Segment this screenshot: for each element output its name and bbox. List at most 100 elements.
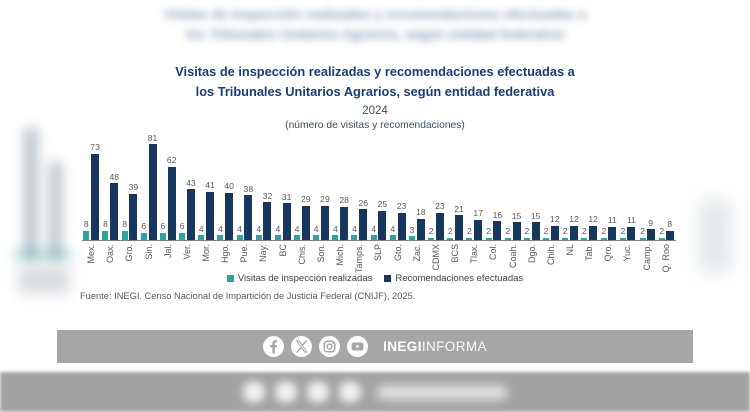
ghost-labels-blur bbox=[18, 266, 70, 294]
value-label: 43 bbox=[186, 177, 196, 188]
bar-wrap: 2 bbox=[485, 226, 492, 240]
x-axis-tick: Dgo. bbox=[523, 241, 542, 293]
x-axis-tick-label: Hgo. bbox=[220, 244, 231, 264]
source-note: Fuente: INEGI. Censo Nacional de Imparti… bbox=[80, 291, 416, 301]
bar-wrap: 2 bbox=[504, 227, 511, 240]
facebook-icon[interactable] bbox=[263, 336, 285, 357]
bar-wrap: 43 bbox=[186, 179, 196, 240]
value-label: 17 bbox=[473, 208, 483, 219]
ghost-icon-blur bbox=[275, 381, 297, 403]
instagram-icon[interactable] bbox=[319, 336, 341, 357]
bar-wrap: 4 bbox=[370, 225, 377, 240]
bar-recomendaciones bbox=[550, 225, 559, 240]
bar-recomendaciones bbox=[608, 227, 617, 240]
bar-visitas bbox=[658, 237, 665, 240]
x-axis-tick-label: Mex. bbox=[86, 244, 97, 264]
bar-recomendaciones bbox=[359, 209, 368, 240]
bar-wrap: 8 bbox=[102, 220, 109, 240]
bar-group: 4 28 bbox=[331, 196, 350, 240]
bar-group: 4 31 bbox=[274, 193, 293, 240]
bar-recomendaciones bbox=[263, 202, 272, 240]
bar-visitas bbox=[351, 235, 358, 240]
ghost-bar-blur bbox=[24, 128, 38, 260]
bar-wrap: 15 bbox=[511, 210, 522, 240]
value-label: 2 bbox=[620, 226, 626, 237]
value-label: 2 bbox=[428, 226, 434, 237]
x-axis-labels: Mex. Oax. Gro. Sin. Jal. Ver. Mor. Hgo. Pue. Nay.… bbox=[82, 241, 676, 293]
youtube-icon[interactable] bbox=[347, 336, 369, 357]
bar-group: 2 17 bbox=[465, 209, 484, 240]
bar-visitas bbox=[600, 237, 607, 240]
x-axis-tick-label: Gro. bbox=[124, 244, 135, 262]
legend-swatch-recomendaciones-icon bbox=[384, 275, 392, 282]
x-axis-tick: Tlax. bbox=[465, 241, 484, 293]
value-label: 4 bbox=[390, 223, 396, 234]
bar-wrap: 4 bbox=[389, 223, 396, 240]
value-label: 15 bbox=[511, 210, 522, 221]
bar-wrap: 11 bbox=[608, 216, 617, 240]
bar-visitas bbox=[236, 235, 243, 240]
x-icon[interactable] bbox=[291, 336, 313, 357]
x-axis-tick-label: Jal. bbox=[162, 244, 173, 259]
x-axis-tick-label: Son. bbox=[315, 244, 326, 263]
bar-wrap: 2 bbox=[639, 227, 646, 240]
bar-group: 2 11 bbox=[618, 216, 637, 240]
ghost-icon-blur bbox=[307, 381, 329, 403]
bar-recomendaciones bbox=[665, 230, 674, 240]
value-label: 28 bbox=[339, 195, 349, 206]
bar-wrap: 2 bbox=[619, 226, 626, 240]
x-axis-tick-label: Tab. bbox=[584, 244, 595, 262]
bar-group: 2 12 bbox=[561, 215, 580, 240]
bar-recomendaciones bbox=[589, 225, 598, 240]
bar-recomendaciones bbox=[493, 221, 502, 240]
chart-legend: Visitas de inspección realizadas Recomen… bbox=[75, 273, 675, 284]
bar-group: 3 18 bbox=[408, 208, 427, 240]
footer-bar: INEGIINFORMA bbox=[57, 330, 693, 363]
bar-wrap: 29 bbox=[301, 195, 311, 240]
x-axis-tick-label: Tlax. bbox=[469, 244, 480, 264]
bar-group: 4 32 bbox=[254, 192, 273, 240]
x-axis-tick: Zac. bbox=[408, 241, 427, 293]
x-axis-tick: SLP bbox=[369, 241, 388, 293]
legend-label-visitas: Visitas de inspección realizadas bbox=[237, 273, 373, 284]
bar-visitas bbox=[504, 237, 511, 240]
x-axis-tick: Gto. bbox=[389, 241, 408, 293]
bar-group: 8 39 bbox=[120, 183, 139, 240]
x-axis-tick: Coah. bbox=[503, 241, 522, 293]
value-label: 48 bbox=[109, 171, 120, 182]
value-label: 3 bbox=[409, 224, 415, 235]
x-axis-tick-label: Camp. bbox=[641, 244, 652, 271]
value-label: 2 bbox=[486, 226, 491, 237]
bar-recomendaciones bbox=[474, 219, 483, 240]
value-label: 18 bbox=[415, 207, 426, 218]
plot-area: 8 73 8 48 8 39 6 81 6 62 6 43 4 41 4 40 4 38 4 32 4 31 4 29 4 29 4… bbox=[82, 126, 676, 241]
value-label: 2 bbox=[447, 226, 453, 237]
bar-group: 2 16 bbox=[484, 210, 503, 240]
inegi-informa-wordmark: INEGIINFORMA bbox=[383, 339, 487, 354]
bar-recomendaciones bbox=[320, 205, 329, 240]
bar-wrap: 3 bbox=[408, 224, 415, 240]
x-axis-tick-label: Coah. bbox=[507, 244, 518, 269]
legend-label-recomendaciones: Recomendaciones efectuadas bbox=[395, 273, 524, 284]
bar-wrap: 2 bbox=[447, 226, 454, 240]
bar-wrap: 41 bbox=[205, 181, 215, 240]
bar-visitas bbox=[485, 237, 492, 240]
bar-recomendaciones bbox=[225, 192, 234, 240]
x-axis-tick: Camp. bbox=[638, 241, 657, 293]
value-label: 2 bbox=[659, 226, 665, 237]
bar-wrap: 31 bbox=[282, 193, 291, 240]
bar-wrap: 26 bbox=[358, 199, 368, 240]
x-axis-tick: Hgo. bbox=[216, 241, 235, 293]
x-axis-tick: Son. bbox=[312, 241, 331, 293]
x-axis-tick: Mor. bbox=[197, 241, 216, 293]
value-label: 2 bbox=[543, 226, 549, 237]
x-axis-tick-label: Yuc. bbox=[622, 244, 633, 262]
x-axis-tick: Gro. bbox=[120, 241, 139, 293]
bar-wrap: 4 bbox=[236, 225, 243, 240]
bar-wrap: 2 bbox=[466, 227, 473, 240]
bar-visitas bbox=[543, 237, 550, 240]
value-label: 21 bbox=[454, 203, 464, 214]
bar-recomendaciones bbox=[186, 189, 195, 240]
value-label: 12 bbox=[550, 214, 560, 225]
